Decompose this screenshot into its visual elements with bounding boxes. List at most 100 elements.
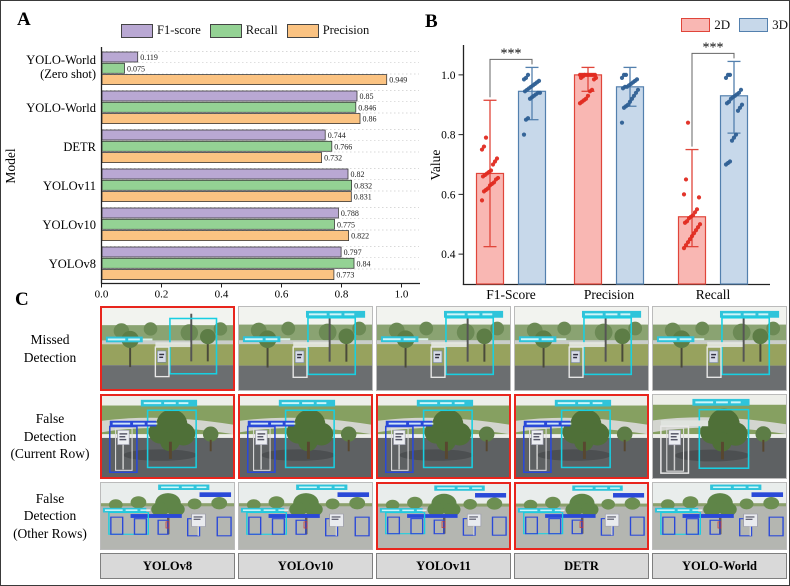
row-label-line: Detection	[23, 508, 77, 524]
legend-label: Recall	[245, 23, 278, 37]
bar-value-label: 0.797	[344, 248, 362, 257]
scatter-3D-Precision	[619, 72, 641, 125]
category-label: YOLOv11	[43, 179, 96, 193]
scatter-3D-Recall	[723, 72, 745, 167]
detection-image-YOLOv8-row3	[100, 482, 235, 550]
detection-image-DETR-row1	[514, 306, 649, 391]
category-label: YOLOv8	[49, 257, 96, 271]
row-label-line: False	[35, 490, 65, 506]
row-label-line: False	[35, 411, 65, 427]
bar-3D-Precision	[615, 86, 645, 285]
bar-value-label: 0.82	[351, 170, 365, 179]
category-label: DETR	[63, 140, 96, 154]
panel-b-legend: 2D 3D	[681, 17, 788, 33]
panel-a-label: A	[17, 9, 31, 30]
legend-swatch	[681, 18, 711, 32]
bar-F1-score-YOLOv11	[101, 168, 349, 180]
bar-value-label: 0.949	[389, 76, 407, 85]
bar-value-label: 0.775	[337, 220, 355, 229]
x-tick-label: 0.6	[275, 289, 289, 301]
row-label-0: Missed Detection	[3, 306, 97, 391]
bar-Precision-YOLOv11	[101, 191, 352, 203]
legend-item-F1-score: F1-score	[121, 23, 201, 38]
detection-image-YOLOv10-row2	[238, 394, 373, 479]
panel-c-grid: Missed Detection	[3, 306, 787, 579]
row-label-line: (Other Rows)	[13, 525, 87, 541]
bar-Precision-YOLOv10	[101, 230, 350, 242]
bar-Recall-DETR	[101, 140, 333, 152]
model-name-box-YOLO-World: YOLO-World	[652, 553, 787, 579]
bar-value-label: 0.832	[354, 181, 372, 190]
bar-F1-score-YOLOv8	[101, 246, 342, 258]
bar-value-label: 0.075	[127, 64, 145, 73]
panel-b-2d-3d-chart: 0.4 0.6 0.8 1.0 Value F1-Score Precision Recall…	[429, 1, 789, 303]
bar-value-label: 0.846	[358, 103, 376, 112]
bar-value-label: 0.788	[341, 209, 359, 218]
legend-swatch	[739, 18, 769, 32]
detection-image-DETR-row2	[514, 394, 649, 479]
row-label-line: Detection	[23, 428, 77, 444]
x-tick-label: 0.0	[95, 289, 109, 301]
scatter-2D-Precision	[577, 72, 599, 106]
legend-label: F1-score	[157, 23, 201, 37]
category-label: YOLO-World	[26, 101, 97, 115]
svg-text:***: ***	[703, 40, 724, 55]
grid-footer-spacer	[3, 553, 97, 579]
bar-F1-score-YOLOv10	[101, 207, 339, 219]
model-name-box-DETR: DETR	[514, 553, 649, 579]
detection-image-YOLOv8-row1	[100, 306, 235, 391]
legend-item-2D: 2D	[681, 17, 730, 33]
scatter-2D-F1-Score	[479, 135, 501, 203]
bar-value-label: 0.831	[354, 193, 372, 202]
legend-swatch	[286, 23, 319, 38]
row-label-2: False Detection (Other Rows)	[3, 482, 97, 550]
error-bar-2D-Recall	[685, 148, 699, 248]
panel-a-model-metrics-chart: YOLO-World (Zero shot) 0.119 0.075 0.949 YOLO…	[1, 1, 429, 303]
legend-item-3D: 3D	[739, 17, 788, 33]
bar-value-label: 0.766	[334, 142, 352, 151]
bar-Recall-YOLO-World	[101, 62, 125, 74]
panel-c-label: C	[15, 289, 29, 310]
y-tick-label: 0.6	[441, 189, 456, 201]
bar-F1-score-YOLO-World	[101, 90, 358, 102]
bar-value-label: 0.773	[336, 271, 354, 280]
detection-image-YOLOv11-row3	[376, 482, 511, 550]
detection-image-YOLOv11-row1	[376, 306, 511, 391]
scatter-2D-Recall	[681, 120, 703, 251]
svg-text:***: ***	[501, 46, 522, 61]
row-label-line: Missed	[30, 331, 70, 347]
detection-image-YOLOv10-row1	[238, 306, 373, 391]
detection-image-YOLO-World-row1	[652, 306, 787, 391]
bar-Precision-YOLO-World	[101, 74, 388, 85]
bar-value-label: 0.84	[357, 259, 371, 268]
bar-value-label: 0.744	[328, 131, 346, 140]
bar-F1-score-YOLO-World	[101, 51, 139, 63]
model-name-box-YOLOv11: YOLOv11	[376, 553, 511, 579]
bar-Recall-YOLOv10	[101, 218, 335, 230]
row-label-1: False Detection (Current Row)	[3, 394, 97, 479]
bar-value-label: 0.822	[351, 232, 369, 241]
panel-a-chart: YOLO-World(Zero shot)0.1190.0750.949YOLO…	[3, 47, 420, 301]
bar-F1-score-DETR	[101, 129, 326, 141]
bar-value-label: 0.85	[360, 92, 374, 101]
significance-bracket-F1-Score: ***	[489, 46, 533, 98]
x-category-label: Precision	[584, 287, 634, 302]
legend-label: 2D	[714, 17, 731, 32]
y-axis-title: Model	[3, 148, 18, 183]
category-label: (Zero shot)	[40, 67, 96, 81]
detection-image-YOLO-World-row2	[652, 394, 787, 479]
bar-value-label: 0.732	[324, 154, 342, 163]
y-axis-title: Value	[429, 150, 443, 181]
panel-b-label: B	[425, 11, 438, 32]
y-tick-label: 0.8	[441, 130, 456, 142]
category-label: YOLO-World	[26, 53, 97, 67]
row-label-line: (Current Row)	[10, 446, 90, 462]
bar-Recall-YOLOv8	[101, 257, 355, 269]
y-tick-label: 0.4	[441, 249, 456, 261]
x-tick-label: 0.2	[155, 289, 169, 301]
bar-2D-Precision	[573, 74, 603, 285]
legend-swatch	[121, 23, 153, 38]
bar-Recall-YOLO-World	[101, 101, 357, 113]
x-category-label: Recall	[696, 287, 731, 302]
